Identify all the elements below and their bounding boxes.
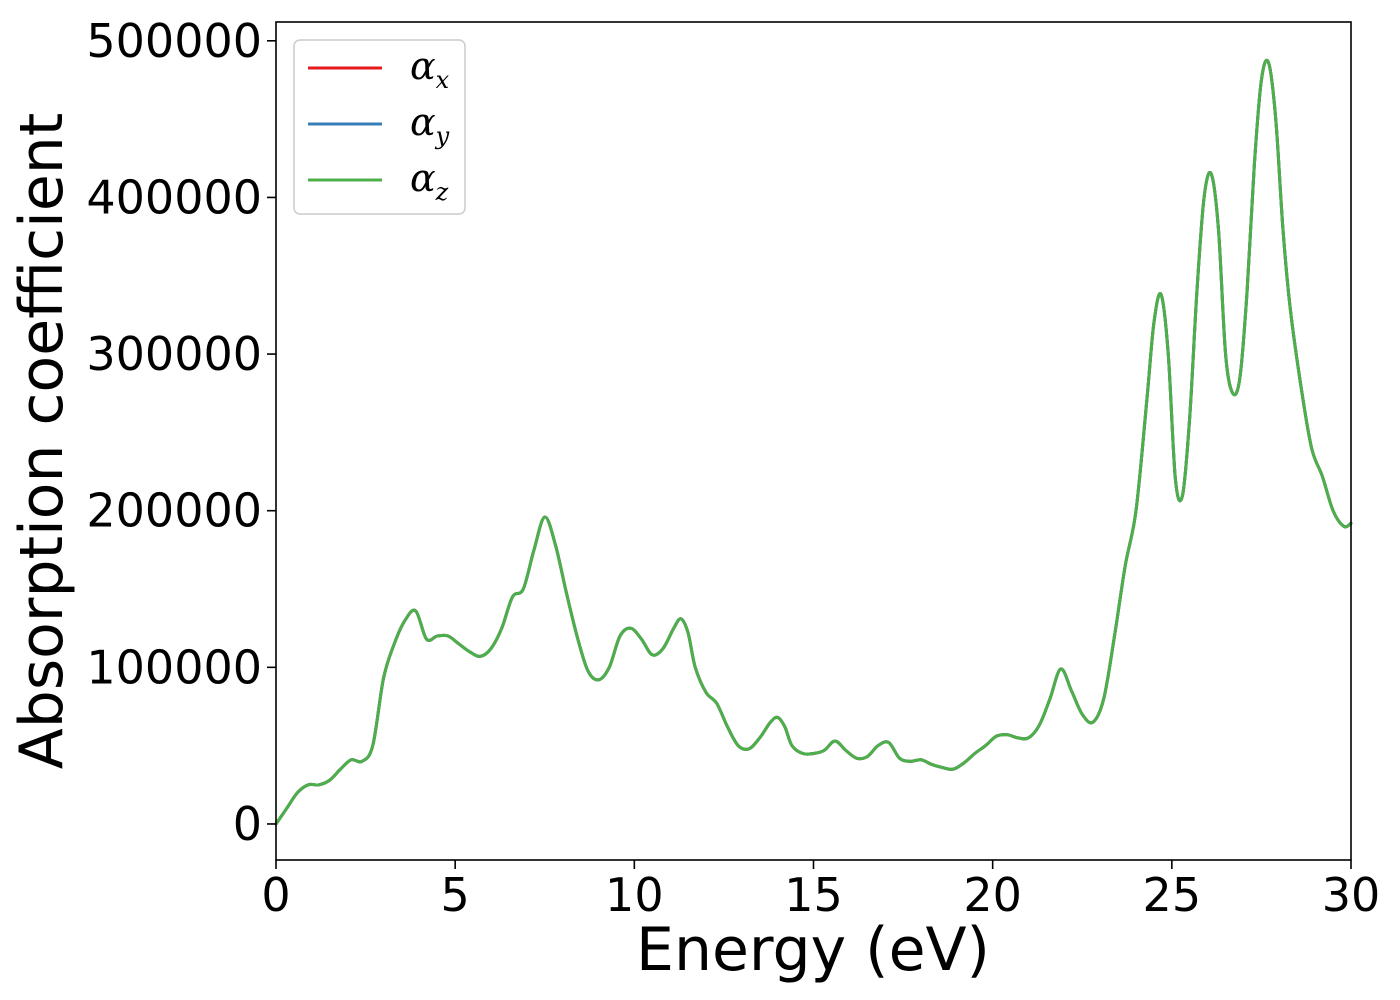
x-tick-label: 30 — [1322, 868, 1381, 922]
y-tick-label: 100000 — [86, 640, 262, 694]
x-tick-label: 0 — [261, 868, 290, 922]
x-tick-label: 20 — [963, 868, 1022, 922]
series-layer — [274, 58, 1353, 826]
x-axis: 0 5 10 15 20 25 30 — [261, 860, 1380, 922]
y-tick-label: 400000 — [86, 170, 262, 224]
y-tick-label: 200000 — [86, 484, 262, 538]
x-tick-label: 5 — [441, 868, 470, 922]
x-tick-label: 15 — [784, 868, 843, 922]
y-axis-title: Absorption coefficient — [7, 113, 77, 770]
y-axis: 0 100000 200000 300000 400000 500000 — [86, 14, 276, 851]
series-line-alpha-z — [274, 58, 1353, 826]
legend-box — [293, 39, 466, 215]
y-tick-label: 300000 — [86, 327, 262, 381]
legend-label-alpha-z: αz — [410, 156, 449, 206]
legend-label-alpha-y: αy — [410, 100, 450, 150]
y-tick-label: 0 — [233, 797, 262, 851]
legend: αx αy αz — [293, 39, 466, 215]
x-tick-label: 25 — [1143, 868, 1202, 922]
y-tick-label: 500000 — [86, 14, 262, 68]
legend-label-alpha-x: αx — [410, 44, 450, 94]
x-tick-label: 10 — [605, 868, 664, 922]
x-axis-title: Energy (eV) — [636, 915, 990, 985]
